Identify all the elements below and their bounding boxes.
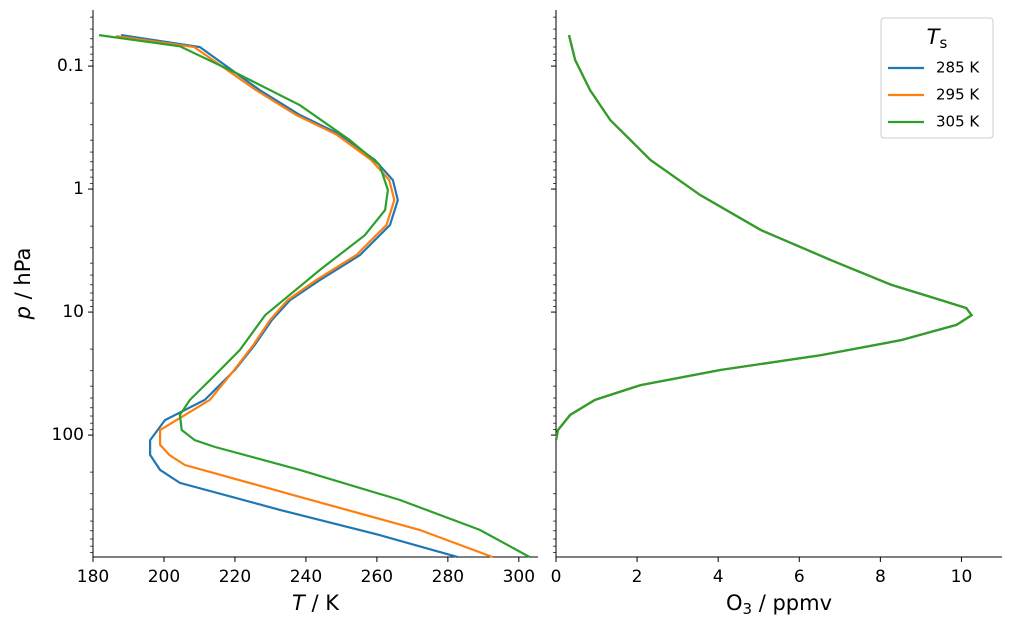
y-axis-label: p / hPa: [11, 248, 35, 321]
x-tick-label: 240: [290, 567, 322, 587]
y-tick-label: 10: [62, 302, 84, 322]
x-label-base: O: [726, 591, 743, 615]
legend-box: [880, 17, 994, 139]
x-tick-label: 220: [219, 567, 251, 587]
y-label-rest: / hPa: [11, 248, 35, 306]
x-tick-label: 280: [432, 567, 464, 587]
x-tick-label: 180: [77, 567, 109, 587]
profile-line: [115, 35, 494, 559]
legend-title-subscript: s: [940, 34, 948, 52]
x-tick-label: 200: [148, 567, 180, 587]
legend-label: 305 K: [936, 113, 980, 131]
profile-line: [98, 34, 531, 559]
x-label-rest: / ppmv: [752, 591, 832, 615]
x-tick-label: 260: [361, 567, 393, 587]
x-tick-label: 8: [875, 567, 886, 587]
legend-title-symbol: T: [927, 25, 942, 49]
x-label-rest: / K: [305, 591, 340, 615]
x-tick-label: 0: [551, 567, 562, 587]
legend-title: Ts: [927, 25, 948, 52]
y-label-symbol: p: [11, 306, 35, 320]
x-axis-label: T / K: [292, 591, 340, 615]
x-label-symbol: T: [292, 591, 307, 615]
profile-line: [120, 34, 459, 559]
legend-label: 295 K: [936, 86, 980, 104]
x-tick-label: 6: [794, 567, 805, 587]
x-tick-label: 300: [503, 567, 535, 587]
legend-label: 285 K: [936, 59, 980, 77]
y-tick-label: 1: [73, 179, 84, 199]
x-tick-label: 2: [632, 567, 643, 587]
x-axis-label: O3 / ppmv: [726, 591, 832, 618]
x-label-subscript: 3: [743, 600, 753, 618]
y-tick-label: 100: [52, 425, 84, 445]
x-tick-label: 4: [713, 567, 724, 587]
y-tick-label: 0.1: [57, 56, 84, 76]
profile-line: [554, 34, 974, 441]
x-tick-label: 10: [951, 567, 973, 587]
